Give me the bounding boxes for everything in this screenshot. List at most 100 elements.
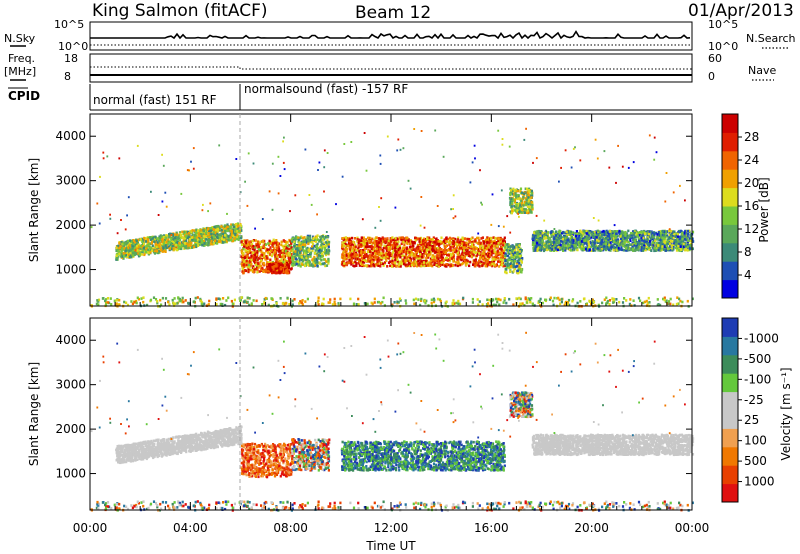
data-cell [316,238,320,242]
data-cell [390,243,393,247]
data-cell [513,201,517,204]
data-cell [233,225,236,228]
data-cell [444,241,447,245]
data-cell [232,234,235,238]
data-cell [360,241,363,245]
data-cell [323,261,326,265]
data-cell [407,238,410,241]
data-cell [132,243,135,246]
data-cell [207,232,210,235]
data-cell [418,237,421,241]
data-cell [483,256,486,260]
data-cell [208,230,211,233]
data-cell [480,260,483,264]
data-cell [345,238,348,242]
data-cell [242,243,245,246]
data-cell [457,262,460,265]
data-cell [257,266,260,269]
data-cell [147,236,150,240]
data-cell [217,236,220,240]
data-cell [426,254,429,257]
data-cell [520,249,523,252]
data-cell [284,258,287,261]
data-cell [485,258,488,262]
data-cell [391,236,394,239]
data-cell [430,262,433,266]
data-cell [429,259,432,263]
data-cell [321,255,324,258]
data-cell [358,264,361,267]
data-cell [240,262,243,266]
data-cell [509,270,512,273]
data-cell [191,229,194,232]
data-cell [365,253,368,256]
data-cell [370,240,373,244]
data-cell [405,247,408,250]
data-cell [121,248,124,252]
data-cell [309,255,312,258]
data-cell [434,249,437,252]
data-cell [473,239,476,243]
data-cell [201,240,204,244]
data-cell [414,261,417,265]
data-cell [691,230,695,234]
data-cell [457,236,460,240]
data-cell [352,255,355,258]
data-cell [252,255,255,259]
data-cell [516,262,519,265]
data-cell [253,246,256,249]
data-cell [375,262,378,266]
data-cell [437,240,440,243]
data-cell [224,232,227,235]
data-cell [529,209,532,212]
data-cell [512,263,515,267]
data-cell [512,194,515,198]
data-cell [527,194,530,198]
data-cell [187,231,191,235]
data-cell [416,249,419,252]
data-cell [361,249,364,252]
data-cell [412,245,415,248]
data-cell [448,257,451,260]
data-cell [274,271,277,274]
data-cell [520,261,523,264]
data-cell [512,187,515,191]
data-cell [490,244,493,248]
data-cell [256,270,259,274]
data-cell [297,236,300,240]
data-cell [159,236,162,240]
data-cell [290,246,293,249]
data-cell [385,259,388,262]
nsearch-tick-bottom: 10^0 [708,40,738,53]
data-cell [396,251,399,254]
data-cell [523,192,526,195]
data-cell [133,248,136,251]
data-cell [355,264,358,267]
data-cell [517,271,520,275]
data-cell [164,236,167,240]
data-cell [221,230,224,233]
data-cell [412,263,415,266]
data-cell [137,243,140,247]
data-cell [396,242,399,246]
data-cell [271,252,275,255]
data-cell [576,243,579,246]
data-cell [499,240,502,243]
data-cell [289,244,292,248]
data-cell [362,240,365,243]
data-cell [169,243,172,247]
data-cell [515,243,518,246]
data-cell [259,240,262,244]
data-cell [383,240,386,243]
data-cell [392,245,395,249]
data-cell [162,234,166,237]
data-cell [327,262,330,265]
data-cell [461,251,464,255]
data-cell [288,253,291,256]
data-cell [491,242,494,246]
data-cell [409,249,412,253]
data-cell [354,243,357,247]
data-cell [433,255,436,259]
data-cell [381,262,384,266]
data-cell [195,231,198,235]
